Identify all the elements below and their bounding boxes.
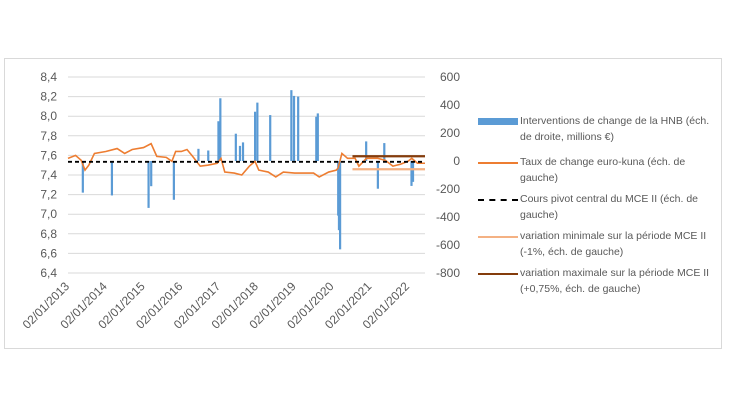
intervention-bar bbox=[290, 90, 293, 161]
intervention-bar bbox=[219, 98, 222, 161]
intervention-bar bbox=[207, 150, 210, 161]
intervention-bar bbox=[376, 161, 379, 189]
chart-frame bbox=[4, 58, 722, 349]
left-axis-tick-label: 6,6 bbox=[40, 246, 57, 260]
intervention-bar bbox=[234, 133, 237, 161]
right-axis-tick-label: -400 bbox=[436, 210, 460, 224]
left-axis-tick-label: 6,4 bbox=[40, 266, 57, 280]
left-axis-tick-label: 7,0 bbox=[40, 207, 57, 221]
left-axis-tick-label: 7,4 bbox=[40, 168, 57, 182]
right-axis-tick-label: 600 bbox=[440, 70, 460, 84]
right-axis-tick-label: -800 bbox=[436, 266, 460, 280]
intervention-bar bbox=[238, 145, 242, 161]
intervention-bar bbox=[337, 161, 341, 231]
intervention-bar bbox=[172, 161, 175, 200]
intervention-bar bbox=[147, 161, 150, 208]
legend-label: variation maximale sur la période MCE II… bbox=[520, 267, 710, 295]
right-axis-tick-label: 0 bbox=[453, 154, 460, 168]
intervention-bar bbox=[339, 161, 342, 250]
intervention-bar bbox=[383, 143, 386, 161]
intervention-bar bbox=[197, 148, 200, 161]
left-axis-tick-label: 6,8 bbox=[40, 227, 57, 241]
intervention-bar bbox=[411, 161, 415, 182]
intervention-bar bbox=[81, 161, 84, 193]
left-axis-tick-label: 8,2 bbox=[40, 90, 57, 104]
legend-swatch-line bbox=[478, 162, 518, 164]
right-axis-tick-label: -600 bbox=[436, 238, 460, 252]
legend-label: Taux de change euro-kuna (éch. de gauche… bbox=[520, 156, 686, 184]
legend-label: variation minimale sur la période MCE II… bbox=[520, 230, 707, 258]
intervention-bar bbox=[316, 113, 319, 161]
intervention-bar bbox=[256, 102, 259, 161]
legend-label: Interventions de change de la HNB (éch. … bbox=[520, 115, 710, 143]
intervention-bar bbox=[254, 111, 257, 161]
right-axis-tick-label: 400 bbox=[440, 98, 460, 112]
right-axis-tick-label: -200 bbox=[436, 182, 460, 196]
intervention-bar bbox=[292, 95, 296, 161]
left-axis-tick-label: 8,4 bbox=[40, 70, 57, 84]
intervention-bar bbox=[365, 141, 368, 161]
intervention-bar bbox=[315, 116, 318, 161]
intervention-bar bbox=[410, 161, 413, 186]
legend-swatch-dashed bbox=[478, 199, 518, 201]
intervention-bar bbox=[241, 142, 245, 161]
intervention-bar bbox=[110, 161, 114, 196]
intervention-bar bbox=[150, 161, 153, 187]
legend-swatch-line bbox=[478, 236, 518, 238]
legend-swatch-line bbox=[478, 273, 518, 275]
exchange-rate-line bbox=[67, 142, 425, 178]
intervention-bar bbox=[269, 115, 272, 161]
intervention-bar bbox=[297, 96, 300, 161]
left-axis-tick-label: 7,6 bbox=[40, 148, 57, 162]
legend-swatch-bar bbox=[478, 118, 518, 125]
right-axis-tick-label: 200 bbox=[440, 126, 460, 140]
legend-label: Cours pivot central du MCE II (éch. de g… bbox=[520, 193, 698, 221]
left-axis-tick-label: 7,8 bbox=[40, 129, 57, 143]
left-axis-tick-label: 7,2 bbox=[40, 188, 57, 202]
intervention-bar bbox=[217, 121, 220, 161]
left-axis-tick-label: 8,0 bbox=[40, 109, 57, 123]
